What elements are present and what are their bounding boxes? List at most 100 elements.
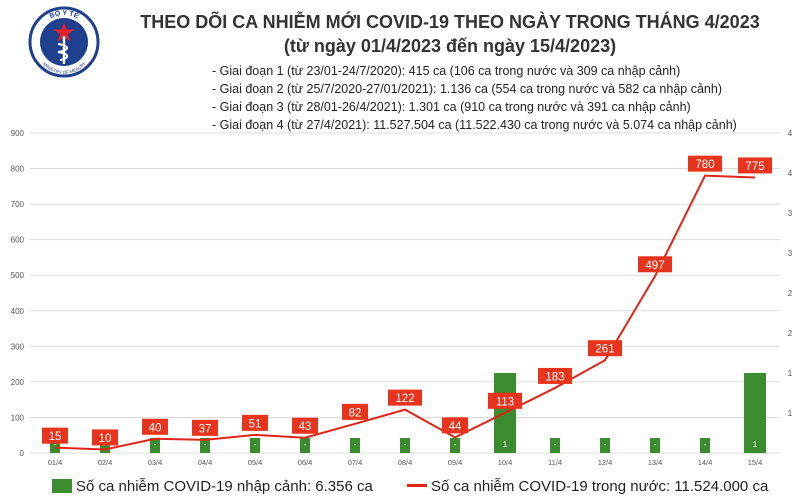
period-4-text: - Giai đoạn 4 (từ 27/4/2021): 11.527.504… [212, 118, 737, 132]
bar [650, 438, 660, 453]
bar-value-label: - [304, 440, 307, 449]
chart-legend: Số ca nhiễm COVID-19 nhập cảnh: 6.356 ca… [0, 476, 800, 500]
data-label: 40 [149, 422, 162, 434]
bar [50, 438, 60, 453]
period-3-text: - Giai đoạn 3 (từ 28/01-26/4/2021): 1.30… [212, 100, 691, 114]
category-label: 10/4 [498, 458, 513, 467]
category-label: 15/4 [748, 458, 763, 467]
data-label: 15 [49, 431, 62, 443]
data-label: 775 [745, 161, 764, 173]
right-tick-label: 2 [788, 329, 793, 338]
period-2-text: - Giai đoạn 2 (từ 25/7/2020-27/01/2021):… [212, 82, 722, 96]
data-label: 183 [545, 371, 564, 383]
data-label: 43 [299, 421, 312, 433]
data-label-box [42, 427, 68, 444]
data-label-box [388, 389, 422, 406]
category-label: 12/4 [598, 458, 613, 467]
right-tick-label: 1 [788, 369, 793, 378]
line-swatch-icon [407, 484, 427, 487]
right-tick-label: 1 [788, 409, 793, 418]
data-label-box [588, 340, 622, 357]
left-tick-label: 900 [11, 129, 25, 138]
bar-value-label: - [554, 440, 557, 449]
left-tick-label: 100 [11, 413, 25, 422]
right-tick-label: 4 [788, 129, 793, 138]
data-label-box [342, 403, 368, 420]
data-label: 780 [695, 159, 714, 171]
data-label: 122 [395, 393, 414, 405]
bar [744, 373, 766, 453]
data-label-box [292, 417, 318, 434]
period-1-text: - Giai đoạn 1 (từ 23/01-24/7/2020): 415 … [212, 64, 681, 78]
bar-value-label: - [354, 440, 357, 449]
bar-value-label: 1 [753, 440, 758, 449]
bar [300, 438, 310, 453]
bar [600, 438, 610, 453]
bar [200, 438, 210, 453]
category-label: 02/4 [98, 458, 113, 467]
page-title: THEO DÕI CA NHIỄM MỚI COVID-19 THEO NGÀY… [140, 12, 760, 32]
category-label: 09/4 [448, 458, 463, 467]
ministry-of-health-logo: BỘ Y TẾ MINISTRY OF HEALTH [28, 6, 100, 78]
data-label: 261 [595, 344, 614, 356]
domestic-series-line [54, 174, 756, 451]
bar [550, 438, 560, 453]
category-label: 07/4 [348, 458, 363, 467]
bar-swatch-icon [52, 479, 72, 493]
data-label-box [142, 418, 168, 435]
bar [450, 438, 460, 453]
data-label: 37 [199, 423, 212, 435]
left-tick-label: 700 [11, 200, 25, 209]
data-label-box [538, 367, 572, 384]
left-tick-label: 500 [11, 271, 25, 280]
data-label: 497 [645, 260, 664, 272]
left-tick-label: 300 [11, 342, 25, 351]
category-label: 06/4 [298, 458, 313, 467]
data-label: 82 [349, 407, 362, 419]
category-label: 04/4 [198, 458, 213, 467]
bar-value-label: - [54, 440, 57, 449]
legend-label-imported: Số ca nhiễm COVID-19 nhập cảnh: 6.356 ca [76, 478, 373, 495]
bar-value-label: 1 [503, 440, 508, 449]
category-label: 14/4 [698, 458, 713, 467]
bar [350, 438, 360, 453]
category-label: 03/4 [148, 458, 163, 467]
right-tick-label: 3 [788, 209, 793, 218]
data-label-box [688, 155, 722, 172]
data-label-box [192, 419, 218, 436]
left-tick-label: 800 [11, 165, 25, 174]
data-label-box [442, 417, 468, 434]
bar-value-label: - [704, 440, 707, 449]
period-summary: - Giai đoạn 1 (từ 23/01-24/7/2020): 415 … [212, 62, 737, 134]
data-label-box [488, 392, 522, 409]
left-tick-label: 400 [11, 307, 25, 316]
left-tick-label: 600 [11, 236, 25, 245]
legend-item-domestic: Số ca nhiễm COVID-19 trong nước: 11.524.… [407, 478, 768, 495]
data-label-box [738, 157, 772, 174]
bar [400, 438, 410, 453]
category-label: 05/4 [248, 458, 263, 467]
category-label: 11/4 [548, 458, 562, 467]
bar-value-label: - [254, 440, 257, 449]
data-label-box [242, 414, 268, 431]
bar [250, 438, 260, 453]
right-tick-label: 3 [788, 249, 793, 258]
legend-item-imported: Số ca nhiễm COVID-19 nhập cảnh: 6.356 ca [52, 478, 373, 495]
data-label-box [92, 429, 118, 446]
left-tick-label: 0 [20, 449, 25, 458]
data-label-box [638, 256, 672, 273]
bar-value-label: - [604, 440, 607, 449]
legend-label-domestic: Số ca nhiễm COVID-19 trong nước: 11.524.… [431, 478, 769, 495]
data-label: 44 [449, 421, 462, 433]
left-tick-label: 200 [11, 378, 25, 387]
category-label: 13/4 [648, 458, 663, 467]
bar-value-label: - [454, 440, 457, 449]
bar [100, 438, 110, 453]
data-label: 113 [496, 396, 514, 408]
bar [150, 438, 160, 453]
category-label: 01/4 [48, 458, 63, 467]
data-label: 51 [249, 418, 262, 430]
bar-value-label: - [404, 440, 407, 449]
bar-value-label: - [204, 440, 207, 449]
